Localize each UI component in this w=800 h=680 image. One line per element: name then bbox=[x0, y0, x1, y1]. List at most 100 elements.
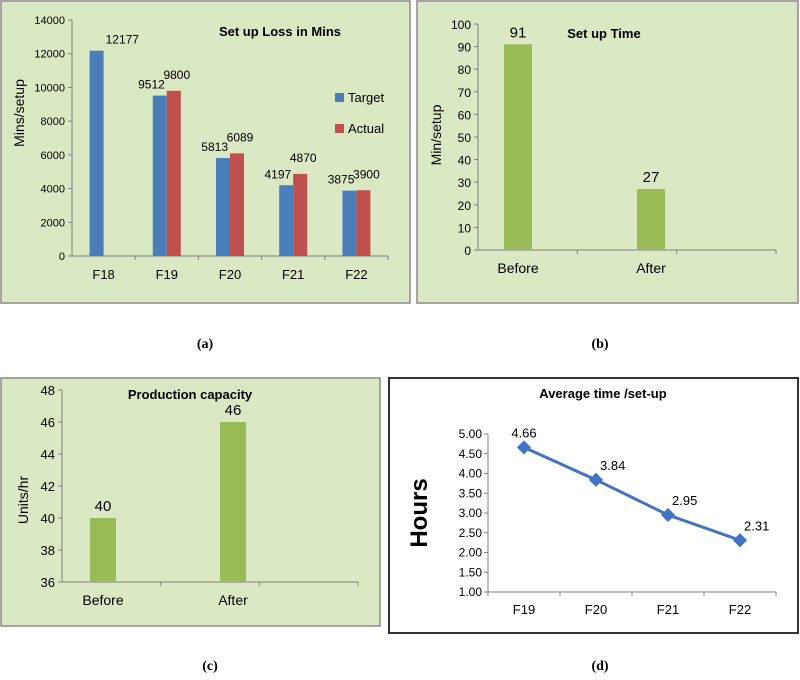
chart-a-data-label: 3900 bbox=[353, 167, 380, 181]
chart-d-y-tick-label: 2.50 bbox=[459, 526, 483, 540]
chart-a-bar-actual bbox=[293, 173, 308, 256]
caption-c: (c) bbox=[202, 659, 218, 674]
chart-b-y-tick-label: 70 bbox=[458, 86, 472, 100]
chart-b-y-tick-label: 10 bbox=[458, 221, 472, 235]
chart-a-ylabel: Mins/setup bbox=[11, 79, 27, 147]
chart-b-y-tick-label: 50 bbox=[458, 131, 472, 145]
chart-d-y-tick-label: 3.50 bbox=[459, 486, 483, 500]
chart-a-bar-actual bbox=[166, 90, 181, 256]
chart-a-x-tick-label: F18 bbox=[92, 267, 114, 282]
chart-b-y-tick-label: 60 bbox=[458, 108, 472, 122]
caption-a: (a) bbox=[197, 337, 214, 352]
chart-d-point bbox=[588, 472, 604, 487]
chart-a-data-label: 9512 bbox=[138, 78, 165, 92]
chart-b-ylabel: Min/setup bbox=[428, 104, 444, 165]
chart-b-data-label: 91 bbox=[510, 24, 527, 41]
chart-b-y-tick-label: 90 bbox=[458, 41, 472, 55]
chart-d-y-tick-label: 1.00 bbox=[459, 585, 483, 599]
chart-a-y-tick-label: 2000 bbox=[41, 217, 65, 229]
chart-c-bar bbox=[220, 422, 246, 582]
chart-d-y-tick-label: 4.00 bbox=[459, 467, 483, 481]
chart-d-point bbox=[660, 507, 676, 523]
chart-b-x-tick-label: After bbox=[636, 260, 666, 276]
chart-a-y-tick-label: 6000 bbox=[41, 150, 65, 162]
chart-a-data-label: 9800 bbox=[163, 68, 190, 82]
chart-a-plot: 0 2000 4000 6000 8000 10000 12000 14000 F18 12177… bbox=[34, 15, 389, 282]
chart-b-y-tick-label: 40 bbox=[458, 154, 472, 168]
chart-a-x-tick-label: F19 bbox=[156, 267, 178, 282]
chart-b-y-tick-label: 20 bbox=[458, 199, 472, 213]
chart-a-data-label: 12177 bbox=[106, 33, 140, 47]
chart-d-title: Average time /set-up bbox=[539, 386, 666, 401]
chart-a-data-label: 6089 bbox=[227, 130, 254, 144]
legend-swatch-actual bbox=[335, 124, 344, 133]
chart-d-x-tick-label: F22 bbox=[729, 602, 751, 617]
chart-b-bar bbox=[504, 44, 532, 251]
chart-a-bar-target bbox=[342, 190, 357, 256]
chart-d-y-tick-label: 1.50 bbox=[459, 565, 483, 579]
legend-swatch-target bbox=[335, 93, 344, 102]
chart-c-ylabel: Units/hr bbox=[15, 476, 31, 525]
chart-a-data-label: 4870 bbox=[290, 151, 317, 165]
chart-b-y-tick-label: 0 bbox=[464, 244, 471, 258]
chart-d-data-label: 2.31 bbox=[744, 518, 769, 533]
chart-b-y-tick-label: 80 bbox=[458, 63, 472, 77]
chart-d-plot: 1.00 1.50 2.00 2.50 3.00 3.50 4.00 4.50 5.00 4.66… bbox=[459, 425, 777, 617]
chart-d-data-label: 3.84 bbox=[600, 458, 625, 473]
chart-d-data-label: 4.66 bbox=[511, 425, 536, 440]
chart-d-x-tick-label: F20 bbox=[585, 602, 607, 617]
chart-c-data-label: 46 bbox=[225, 402, 242, 419]
chart-a-title: Set up Loss in Mins bbox=[219, 24, 341, 39]
chart-a-bar-actual bbox=[356, 190, 371, 256]
panel-a-background bbox=[0, 0, 411, 304]
chart-a-data-label: 3875 bbox=[328, 173, 355, 187]
chart-a-y-tick-label: 12000 bbox=[34, 49, 65, 61]
chart-c-y-tick-label: 48 bbox=[41, 383, 55, 398]
chart-b-y-tick-label: 30 bbox=[458, 176, 472, 190]
legend-label-target: Target bbox=[348, 90, 385, 105]
chart-d-y-tick-label: 3.00 bbox=[459, 506, 483, 520]
chart-a-y-tick-label: 4000 bbox=[41, 184, 65, 196]
chart-d-y-tick-label: 4.50 bbox=[459, 447, 483, 461]
chart-d-y-tick-label: 5.00 bbox=[459, 427, 483, 441]
chart-c-y-tick-label: 42 bbox=[41, 479, 55, 494]
chart-c-y-tick-label: 44 bbox=[41, 447, 55, 462]
chart-c-bar bbox=[90, 518, 116, 582]
caption-d: (d) bbox=[591, 659, 608, 674]
chart-d-x-tick-label: F21 bbox=[657, 602, 679, 617]
panel-d-background bbox=[388, 377, 799, 634]
chart-c-plot: 36 38 40 42 44 46 48 40 Before 46 After bbox=[41, 383, 359, 608]
chart-d-point bbox=[516, 440, 532, 455]
chart-c-y-tick-label: 40 bbox=[41, 511, 55, 526]
chart-a-data-label: 4197 bbox=[264, 167, 291, 181]
chart-b-plot: 0 10 20 30 40 50 60 70 80 90 100 91 Before 27 After bbox=[451, 18, 777, 276]
chart-a-y-tick-label: 8000 bbox=[41, 116, 65, 128]
chart-a-bar-actual bbox=[230, 153, 244, 256]
chart-b-title: Set up Time bbox=[567, 26, 640, 41]
chart-c-x-tick-label: Before bbox=[82, 592, 123, 608]
chart-d-data-label: 2.95 bbox=[672, 493, 697, 508]
chart-c-title: Production capacity bbox=[128, 387, 253, 402]
chart-c-data-label: 40 bbox=[95, 498, 112, 515]
chart-d-ylabel: Hours bbox=[406, 478, 433, 547]
chart-b-bar bbox=[637, 188, 665, 250]
chart-a-bar-target bbox=[279, 185, 294, 256]
chart-a-y-tick-label: 14000 bbox=[34, 15, 65, 27]
chart-a-x-tick-label: F21 bbox=[282, 267, 304, 282]
chart-a-x-tick-label: F20 bbox=[219, 267, 241, 282]
chart-d-x-tick-label: F19 bbox=[513, 602, 535, 617]
chart-d-y-tick-label: 2.00 bbox=[459, 546, 483, 560]
chart-a-data-label: 5813 bbox=[201, 140, 228, 154]
chart-a-bar-target bbox=[152, 95, 167, 257]
chart-a-y-tick-label: 10000 bbox=[34, 82, 65, 94]
chart-b-data-label: 27 bbox=[643, 169, 660, 186]
chart-c-y-tick-label: 46 bbox=[41, 415, 55, 430]
chart-a-y-tick-label: 0 bbox=[59, 251, 65, 263]
chart-c-x-tick-label: After bbox=[218, 592, 248, 608]
caption-b: (b) bbox=[591, 337, 608, 352]
panel-c-background bbox=[0, 377, 381, 627]
chart-d-series-line bbox=[523, 446, 741, 542]
legend-label-actual: Actual bbox=[348, 121, 384, 136]
chart-a-bar-target bbox=[216, 158, 230, 256]
